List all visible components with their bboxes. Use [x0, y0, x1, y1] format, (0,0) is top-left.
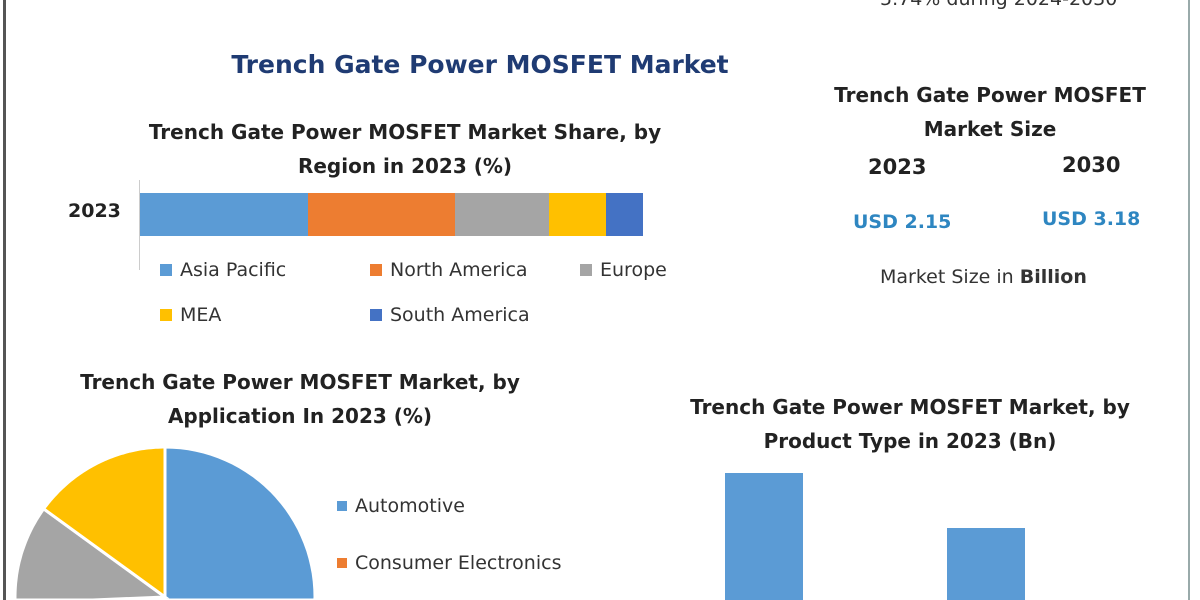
- product-title-line2: Product Type in 2023 (Bn): [763, 429, 1057, 453]
- cagr-text: 5.74% during 2024-2030: [880, 0, 1117, 10]
- right-frame-border: [1188, 0, 1190, 600]
- application-pie-chart: [13, 445, 317, 600]
- legend-swatch: [370, 309, 382, 321]
- value-2030: USD 3.18: [1042, 208, 1141, 230]
- product-bar-1: [725, 473, 803, 600]
- market-size-title-line1: Trench Gate Power MOSFET: [834, 83, 1146, 107]
- legend-swatch: [160, 264, 172, 276]
- legend-automotive: Automotive: [337, 495, 465, 517]
- region-stacked-bar: [140, 193, 643, 236]
- market-size-title: Trench Gate Power MOSFET Market Size: [790, 78, 1190, 146]
- legend-south-america: South America: [370, 304, 530, 326]
- bar-segment-asia-pacific: [140, 193, 308, 236]
- legend-swatch: [160, 309, 172, 321]
- region-category-label: 2023: [68, 200, 121, 222]
- region-title-line2: Region in 2023 (%): [297, 154, 513, 178]
- product-chart-title: Trench Gate Power MOSFET Market, by Prod…: [660, 390, 1160, 458]
- product-bar-2: [947, 528, 1025, 600]
- market-size-title-line2: Market Size: [923, 117, 1057, 141]
- bar-segment-north-america: [308, 193, 455, 236]
- legend-mea: MEA: [160, 304, 221, 326]
- legend-label: South America: [390, 304, 530, 326]
- application-title-line1: Trench Gate Power MOSFET Market, by: [80, 370, 520, 394]
- main-title: Trench Gate Power MOSFET Market: [231, 50, 729, 79]
- application-chart-title: Trench Gate Power MOSFET Market, by Appl…: [40, 365, 560, 433]
- unit-prefix: Market Size in: [880, 266, 1020, 288]
- legend-asia-pacific: Asia Pacific: [160, 259, 286, 281]
- legend-europe: Europe: [580, 259, 667, 281]
- unit-bold: Billion: [1019, 266, 1087, 288]
- value-2023: USD 2.15: [853, 211, 952, 233]
- pie-slice-3: [41, 445, 167, 600]
- legend-label: North America: [390, 259, 528, 281]
- legend-swatch: [337, 501, 347, 511]
- product-title-line1: Trench Gate Power MOSFET Market, by: [690, 395, 1130, 419]
- region-title-line1: Trench Gate Power MOSFET Market Share, b…: [148, 120, 662, 144]
- legend-label: Consumer Electronics: [355, 552, 562, 574]
- year-2023: 2023: [868, 155, 927, 179]
- pie-slice-automotive: [163, 445, 317, 600]
- application-title-line2: Application In 2023 (%): [167, 404, 433, 428]
- region-axis-line: [139, 180, 140, 270]
- legend-label: MEA: [180, 304, 222, 326]
- legend-label: Asia Pacific: [180, 259, 287, 281]
- market-size-unit: Market Size in Billion: [880, 266, 1087, 288]
- legend-swatch: [370, 264, 382, 276]
- legend-north-america: North America: [370, 259, 528, 281]
- bar-segment-mea: [548, 193, 606, 236]
- year-2030: 2030: [1062, 153, 1121, 177]
- legend-label: Europe: [600, 259, 667, 281]
- region-chart-title: Trench Gate Power MOSFET Market Share, b…: [100, 115, 710, 183]
- left-frame-border: [3, 0, 6, 600]
- legend-swatch: [580, 264, 592, 276]
- bar-segment-south-america: [605, 193, 643, 236]
- legend-label: Automotive: [355, 495, 465, 517]
- legend-consumer-electronics: Consumer Electronics: [337, 552, 561, 574]
- bar-segment-europe: [454, 193, 549, 236]
- legend-swatch: [337, 558, 347, 568]
- pie-slice-2: [13, 506, 170, 600]
